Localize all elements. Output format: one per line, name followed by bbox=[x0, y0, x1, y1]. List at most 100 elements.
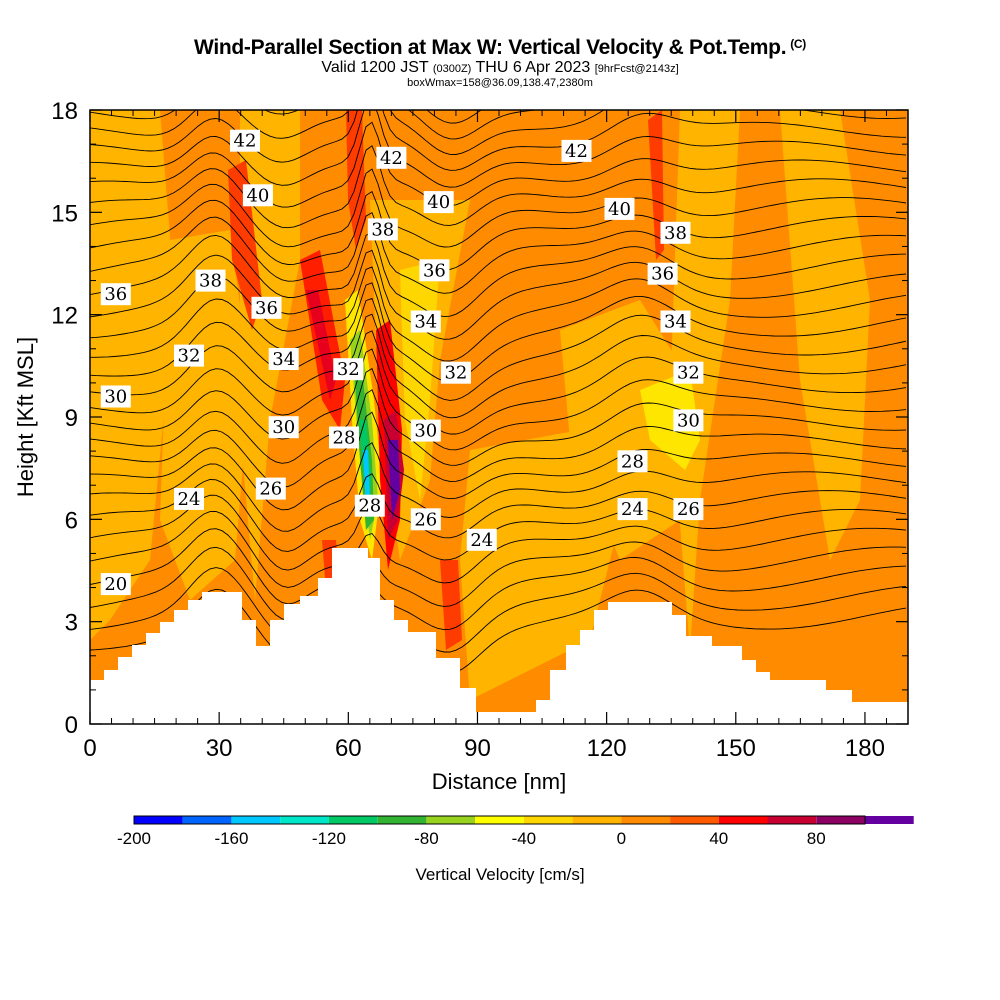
isentrope-label-box bbox=[268, 416, 299, 439]
velocity-band bbox=[560, 300, 690, 560]
isentrope-label-text: 30 bbox=[677, 410, 700, 431]
colorbar-tick-label: -160 bbox=[214, 829, 248, 848]
isentrope-label-text: 28 bbox=[358, 496, 381, 517]
isentrope-label: 24 bbox=[617, 498, 648, 521]
title-text: Wind-Parallel Section at Max W: Vertical… bbox=[194, 36, 787, 59]
isentrope-label-text: 24 bbox=[178, 489, 201, 510]
isentrope-label-text: 24 bbox=[621, 499, 644, 520]
x-tick-label: 30 bbox=[206, 735, 233, 762]
colorbar-swatch bbox=[670, 816, 719, 824]
isentrope-label-box bbox=[410, 310, 441, 333]
isentrope-label: 40 bbox=[242, 184, 273, 207]
isentrope-line bbox=[90, 110, 907, 171]
colorbar-swatch bbox=[523, 816, 573, 824]
updraft-core bbox=[388, 440, 400, 520]
velocity-band bbox=[640, 370, 700, 470]
isentrope-label: 26 bbox=[255, 477, 286, 500]
isentrope-label: 32 bbox=[174, 344, 204, 367]
colorbar-tick-label: -40 bbox=[512, 829, 537, 848]
isentrope-lines bbox=[90, 3, 907, 674]
isentrope-line bbox=[90, 110, 907, 155]
isentrope-label-box bbox=[230, 129, 260, 152]
isentrope-line bbox=[90, 313, 907, 419]
colorbar-swatch bbox=[280, 816, 329, 824]
colorbar-swatch bbox=[865, 816, 914, 824]
isentrope-label-box bbox=[367, 218, 398, 241]
isentrope-label-box bbox=[333, 358, 364, 381]
isentrope-label: 28 bbox=[354, 494, 385, 517]
colorbar: -200 -160 -120 -80 -40 0 40 80 bbox=[117, 815, 914, 848]
isentrope-label-box bbox=[561, 139, 592, 162]
isentrope-label-box bbox=[251, 296, 282, 319]
colorbar-swatch bbox=[377, 816, 427, 824]
isentrope-label-box bbox=[466, 528, 497, 551]
isentrope-label-box bbox=[354, 494, 385, 517]
y-tick-label: 18 bbox=[51, 98, 78, 125]
isentrope-label-box bbox=[100, 283, 131, 306]
isentrope-line bbox=[90, 168, 907, 248]
x-tick-label: 150 bbox=[716, 735, 756, 762]
isentrope-line bbox=[90, 546, 907, 631]
isentrope-line bbox=[90, 190, 907, 271]
isentrope-label-text: 32 bbox=[337, 359, 360, 380]
isentrope-label-text: 30 bbox=[414, 421, 437, 442]
isentrope-line bbox=[426, 110, 482, 124]
x-tick-label: 180 bbox=[845, 735, 885, 762]
isentrope-line bbox=[90, 3, 906, 106]
isentrope-label-text: 32 bbox=[677, 363, 700, 384]
isentrope-label: 42 bbox=[230, 129, 260, 152]
isentrope-line bbox=[90, 330, 907, 435]
isentrope-label-text: 24 bbox=[470, 530, 493, 551]
y-tick-label: 15 bbox=[51, 200, 78, 227]
isentrope-label-text: 36 bbox=[423, 260, 446, 281]
isentrope-label-box bbox=[647, 262, 678, 285]
isentrope-line bbox=[90, 567, 907, 653]
isentrope-label-box bbox=[376, 146, 407, 169]
colorbar-swatch bbox=[572, 816, 622, 824]
isentrope-label-text: 38 bbox=[371, 219, 394, 240]
isentrope-label-text: 40 bbox=[246, 185, 269, 206]
isentrope-label-box bbox=[268, 348, 299, 370]
isentrope-label-box bbox=[329, 426, 359, 449]
isentrope-label-box bbox=[410, 419, 441, 442]
valid-prefix: Valid 1200 JST bbox=[321, 59, 429, 76]
isentrope-label: 30 bbox=[100, 385, 131, 408]
isentrope-label-box bbox=[660, 221, 691, 244]
isentrope-line bbox=[90, 110, 541, 140]
colorbar-swatch bbox=[182, 816, 232, 824]
isentrope-label-text: 30 bbox=[104, 387, 127, 408]
isentrope-label: 30 bbox=[673, 409, 704, 432]
isentrope-line bbox=[90, 494, 907, 571]
isentrope-label: 32 bbox=[673, 361, 704, 384]
isentrope-label-text: 30 bbox=[272, 417, 295, 438]
isentrope-line bbox=[90, 348, 907, 451]
isentrope-line bbox=[90, 249, 907, 340]
isentrope-label-text: 40 bbox=[427, 192, 450, 213]
isentrope-label-box bbox=[440, 361, 471, 384]
isentrope-label: 30 bbox=[410, 419, 441, 442]
isentrope-label: 38 bbox=[195, 269, 226, 292]
isentrope-label-box bbox=[617, 498, 648, 521]
isentrope-label-box bbox=[100, 385, 131, 408]
colorbar-swatch bbox=[134, 816, 183, 824]
isentrope-label: 24 bbox=[174, 487, 204, 510]
title-mark: (C) bbox=[790, 37, 806, 51]
isentrope-line bbox=[90, 411, 907, 511]
isentrope-label-text: 26 bbox=[259, 479, 282, 500]
x-tick-label: 90 bbox=[464, 735, 491, 762]
colorbar-frame bbox=[133, 815, 866, 825]
x-axis-label: Distance [nm] bbox=[432, 769, 567, 794]
colorbar-swatch bbox=[767, 816, 817, 824]
colorbar-tick-label: -80 bbox=[414, 829, 439, 848]
isentrope-label: 38 bbox=[367, 218, 398, 241]
colorbar-swatch bbox=[621, 816, 670, 824]
isentrope-label: 40 bbox=[604, 197, 635, 220]
isentrope-label-box bbox=[410, 508, 441, 531]
isentrope-line bbox=[90, 231, 907, 318]
isentrope-label-text: 38 bbox=[664, 223, 687, 244]
isentrope-label-layer: 42 40 38 36 36 32 34 32 30 30 28 26 24 28 20 42 38 40 36 34… bbox=[100, 129, 704, 596]
isentrope-label-box bbox=[673, 361, 704, 384]
isentrope-label-text: 40 bbox=[608, 199, 631, 220]
